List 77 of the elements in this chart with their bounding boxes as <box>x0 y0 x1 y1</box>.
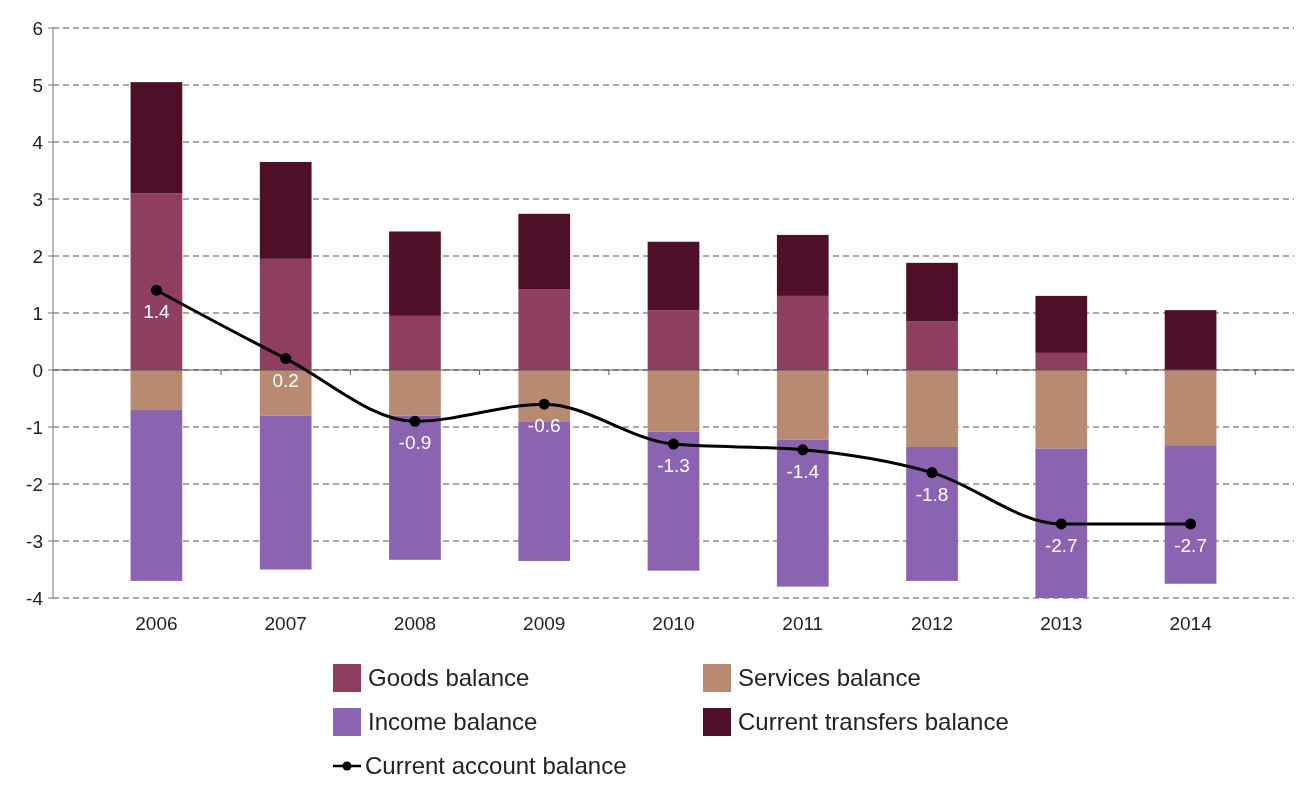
data-label: 1.4 <box>143 301 171 323</box>
data-label: -1.3 <box>657 455 690 477</box>
x-tick-label: 2010 <box>652 613 695 634</box>
bar <box>1035 370 1088 449</box>
y-tick-label: 1 <box>32 302 43 324</box>
data-label: -2.7 <box>1044 534 1078 556</box>
bar <box>389 415 441 560</box>
bar <box>1035 352 1088 370</box>
data-label: -1.8 <box>915 483 949 505</box>
bar <box>130 409 183 581</box>
bar <box>776 370 829 440</box>
x-tick-label: 2013 <box>1040 613 1083 634</box>
y-tick-label: 5 <box>32 74 43 96</box>
y-tick-label: -3 <box>26 530 43 552</box>
data-label: -0.6 <box>527 415 561 437</box>
x-tick-label: 2014 <box>1169 613 1213 634</box>
y-tick-label: 2 <box>32 245 43 267</box>
bar <box>1164 310 1217 370</box>
bar <box>130 370 183 410</box>
bar <box>647 370 700 432</box>
bar <box>518 289 571 370</box>
point <box>797 444 809 456</box>
bar <box>1164 445 1217 584</box>
y-tick-label: 0 <box>32 359 43 381</box>
bar <box>1164 370 1217 446</box>
bar <box>259 415 312 570</box>
point <box>280 353 292 365</box>
bar <box>776 234 829 296</box>
bar <box>1035 295 1088 353</box>
point <box>1055 518 1067 530</box>
bar <box>647 310 700 370</box>
y-tick-label: -1 <box>26 416 43 438</box>
bar <box>518 421 571 561</box>
data-label: -0.9 <box>398 432 432 454</box>
bar <box>130 82 183 194</box>
x-tick-label: 2012 <box>910 613 954 634</box>
bar <box>1035 448 1088 598</box>
legend-label: Current transfers balance <box>738 708 1009 736</box>
bar <box>776 295 829 370</box>
point <box>538 398 550 410</box>
x-tick-label: 2009 <box>523 613 566 634</box>
x-tick-label: 2007 <box>264 613 307 634</box>
bar <box>906 321 958 370</box>
legend-label: Services balance <box>738 664 921 692</box>
point <box>1185 518 1197 530</box>
bar <box>647 241 700 311</box>
x-tick-label: 2008 <box>393 613 437 634</box>
bar <box>776 439 829 587</box>
bar <box>518 213 571 290</box>
point <box>150 284 162 296</box>
x-tick-label: 2011 <box>782 613 824 634</box>
bar <box>906 370 958 447</box>
bar <box>130 193 183 370</box>
point <box>926 467 938 479</box>
bar <box>389 231 441 316</box>
legend-label: Current account balance <box>365 752 627 780</box>
bar <box>906 262 958 322</box>
y-tick-label: -2 <box>26 473 43 495</box>
data-label: -2.7 <box>1174 534 1207 556</box>
x-tick-label: 2006 <box>135 613 178 634</box>
y-tick-label: 3 <box>32 188 43 210</box>
bar <box>259 161 312 259</box>
legend-label: Goods balance <box>368 664 530 692</box>
data-label: -1.4 <box>786 460 820 482</box>
point <box>668 438 679 450</box>
bar <box>259 370 312 416</box>
bar <box>389 315 441 370</box>
bar <box>647 431 700 571</box>
y-tick-label: 4 <box>32 131 44 153</box>
data-label: 0.2 <box>272 369 299 391</box>
bar <box>259 258 312 370</box>
y-tick-label: -4 <box>26 587 44 609</box>
y-tick-label: 6 <box>32 17 43 39</box>
point <box>409 415 421 427</box>
bar <box>389 370 441 416</box>
legend-label: Income balance <box>368 708 538 736</box>
bar <box>906 446 958 581</box>
